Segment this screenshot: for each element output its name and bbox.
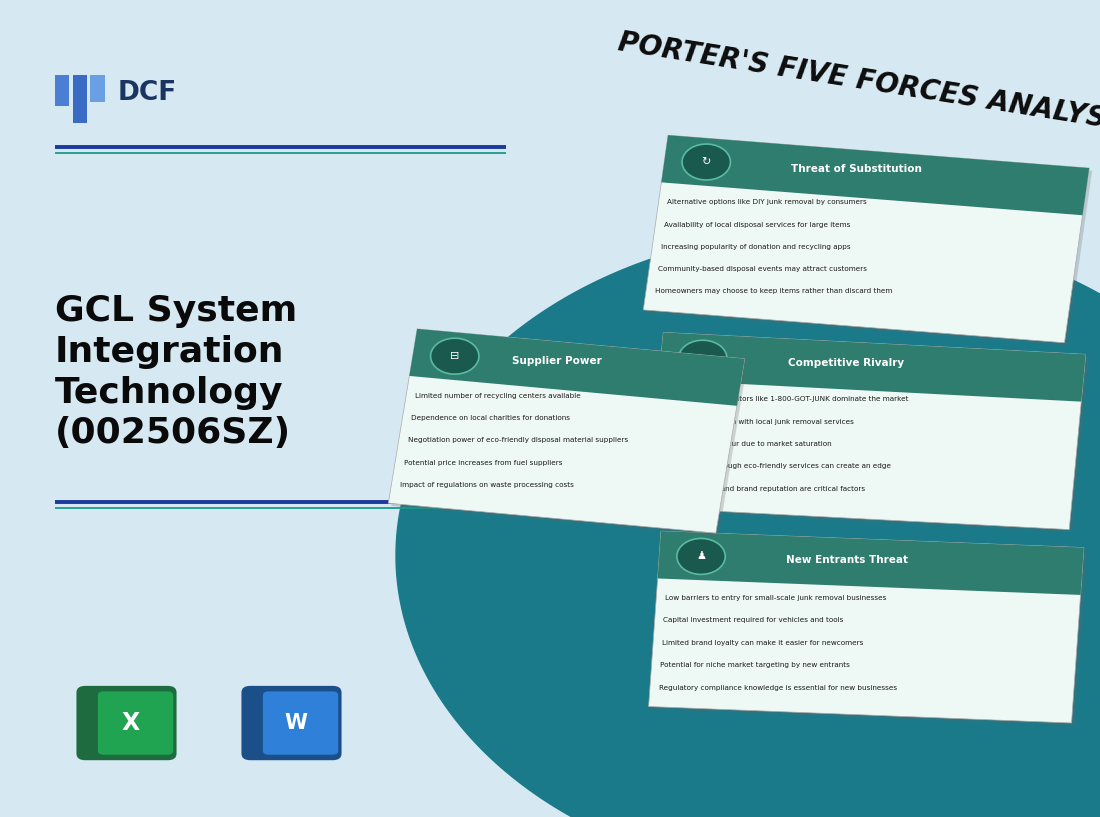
- Text: PORTER'S FIVE FORCES ANALYSIS: PORTER'S FIVE FORCES ANALYSIS: [616, 29, 1100, 138]
- FancyBboxPatch shape: [649, 531, 1084, 723]
- Text: Competitive Rivalry: Competitive Rivalry: [788, 358, 904, 368]
- FancyBboxPatch shape: [98, 691, 173, 755]
- Text: Supplier Power: Supplier Power: [512, 356, 602, 366]
- Text: Customer loyalty and brand reputation are critical factors: Customer loyalty and brand reputation ar…: [658, 486, 866, 492]
- Text: Threat of Substitution: Threat of Substitution: [791, 163, 922, 174]
- Text: Limited number of recycling centers available: Limited number of recycling centers avai…: [415, 393, 581, 399]
- Text: W: W: [284, 713, 307, 733]
- Text: Negotiation power of eco-friendly disposal material suppliers: Negotiation power of eco-friendly dispos…: [408, 437, 628, 444]
- Circle shape: [430, 338, 478, 374]
- Text: Impact of regulations on waste processing costs: Impact of regulations on waste processin…: [400, 482, 574, 488]
- Text: Alternative options like DIY junk removal by consumers: Alternative options like DIY junk remova…: [668, 199, 867, 205]
- Text: ⊟: ⊟: [450, 351, 460, 361]
- Text: Regulatory compliance knowledge is essential for new businesses: Regulatory compliance knowledge is essen…: [659, 685, 896, 690]
- Text: Differentiation through eco-friendly services can create an edge: Differentiation through eco-friendly ser…: [660, 463, 891, 470]
- FancyBboxPatch shape: [644, 135, 1089, 343]
- Text: Increasing popularity of donation and recycling apps: Increasing popularity of donation and re…: [661, 243, 850, 250]
- FancyBboxPatch shape: [658, 531, 1084, 595]
- Text: Low barriers to entry for small-scale junk removal businesses: Low barriers to entry for small-scale ju…: [666, 595, 887, 601]
- Text: Limited brand loyalty can make it easier for newcomers: Limited brand loyalty can make it easier…: [662, 640, 864, 646]
- Text: New Entrants Threat: New Entrants Threat: [786, 555, 909, 565]
- Text: ◑: ◑: [697, 353, 707, 364]
- FancyBboxPatch shape: [650, 335, 1089, 532]
- FancyBboxPatch shape: [242, 686, 341, 760]
- Text: X: X: [121, 711, 140, 735]
- FancyBboxPatch shape: [409, 329, 745, 406]
- Text: Availability of local disposal services for large items: Availability of local disposal services …: [664, 221, 850, 228]
- FancyBboxPatch shape: [651, 534, 1087, 725]
- Text: GCL System
Integration
Technology
(002506SZ): GCL System Integration Technology (00250…: [55, 294, 297, 450]
- Text: Potential for niche market targeting by new entrants: Potential for niche market targeting by …: [660, 663, 850, 668]
- Polygon shape: [396, 229, 1100, 817]
- Text: DCF: DCF: [118, 80, 177, 106]
- FancyBboxPatch shape: [647, 333, 1086, 529]
- FancyBboxPatch shape: [388, 329, 745, 533]
- Text: Price wars may occur due to market saturation: Price wars may occur due to market satur…: [661, 441, 832, 447]
- FancyBboxPatch shape: [659, 333, 1086, 402]
- FancyBboxPatch shape: [263, 691, 339, 755]
- Text: Community-based disposal events may attract customers: Community-based disposal events may attr…: [658, 266, 867, 272]
- Circle shape: [682, 144, 730, 180]
- FancyBboxPatch shape: [661, 135, 1089, 215]
- Bar: [90, 75, 104, 102]
- Text: Intense competition with local junk removal services: Intense competition with local junk remo…: [663, 419, 854, 425]
- FancyBboxPatch shape: [646, 138, 1092, 346]
- Text: ↻: ↻: [702, 157, 711, 167]
- Circle shape: [679, 340, 727, 376]
- Text: Dependence on local charities for donations: Dependence on local charities for donati…: [411, 415, 570, 421]
- Text: Capital investment required for vehicles and tools: Capital investment required for vehicles…: [663, 618, 844, 623]
- FancyBboxPatch shape: [77, 686, 176, 760]
- Text: Homeowners may choose to keep items rather than discard them: Homeowners may choose to keep items rath…: [654, 288, 892, 294]
- Bar: [55, 75, 69, 106]
- Text: Potential price increases from fuel suppliers: Potential price increases from fuel supp…: [404, 460, 562, 466]
- FancyBboxPatch shape: [392, 332, 748, 536]
- Text: ♟: ♟: [696, 551, 706, 561]
- Text: Established competitors like 1-800-GOT-JUNK dominate the market: Established competitors like 1-800-GOT-J…: [666, 396, 909, 403]
- Circle shape: [676, 538, 725, 574]
- Bar: [73, 75, 87, 123]
